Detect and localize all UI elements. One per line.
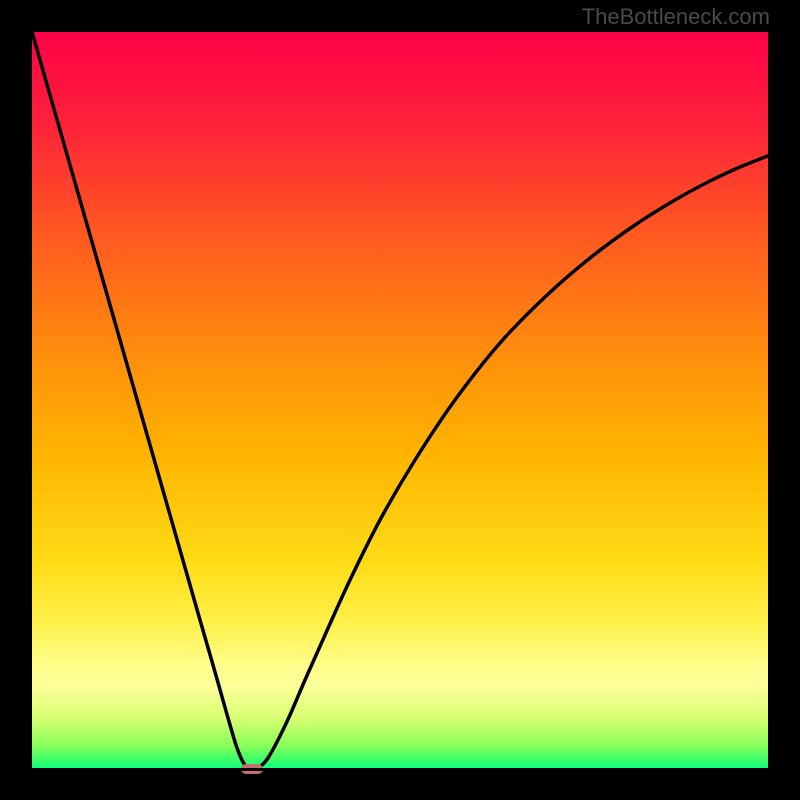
chart-container: TheBottleneck.com <box>0 0 800 800</box>
plot-area <box>29 29 771 771</box>
watermark-text: TheBottleneck.com <box>582 4 770 30</box>
